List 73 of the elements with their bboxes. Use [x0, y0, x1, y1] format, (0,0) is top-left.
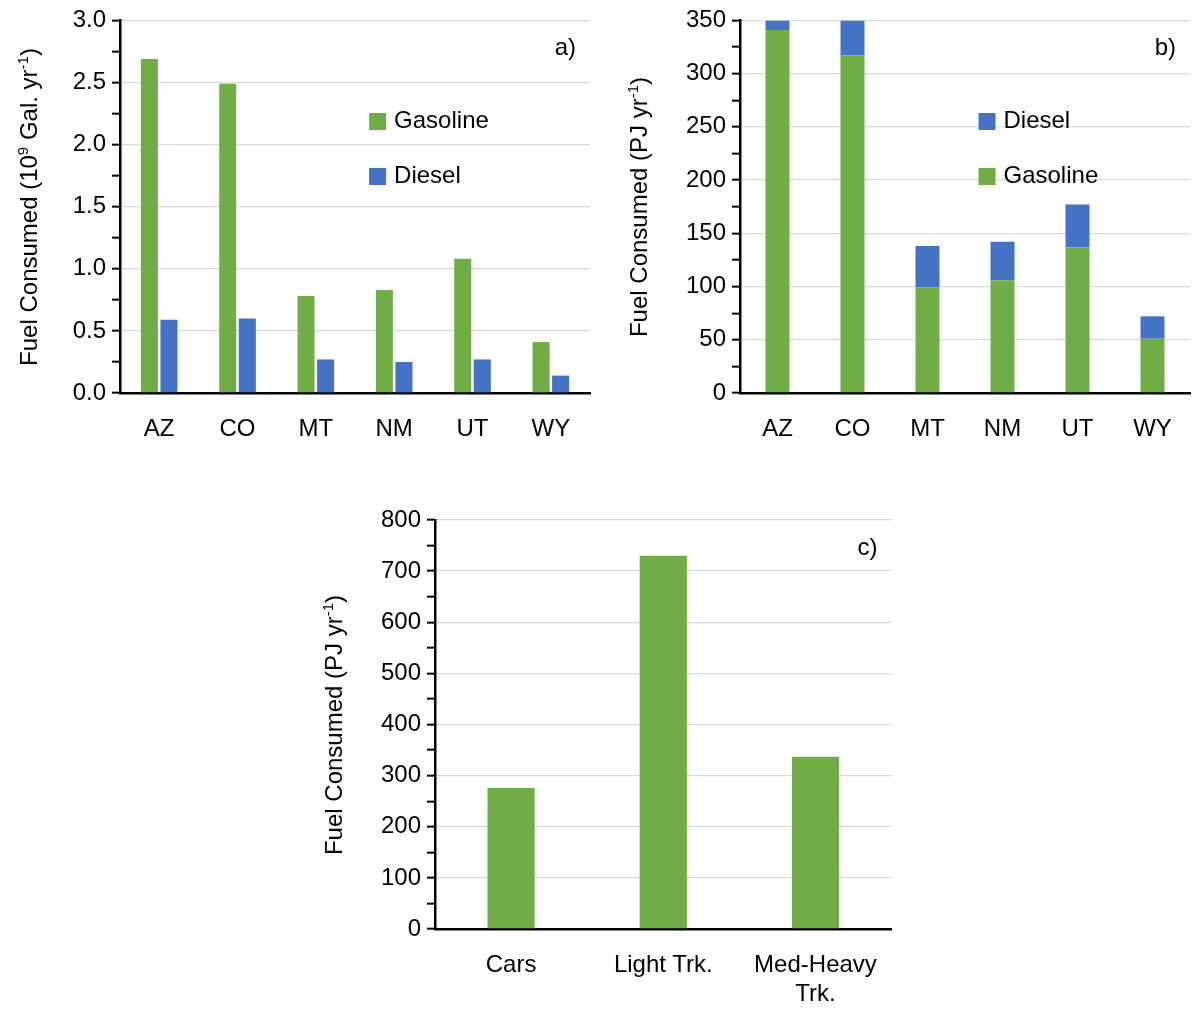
bar — [160, 319, 178, 393]
x-tick-label: MT — [910, 414, 946, 442]
y-tick-label: 0.5 — [72, 315, 106, 343]
x-tick-label: NM — [375, 414, 413, 442]
text: a) — [554, 33, 576, 61]
legend-label: Gasoline — [1003, 160, 1099, 188]
x-tick-label: AZ — [762, 414, 793, 442]
bar — [1065, 247, 1090, 393]
bar — [915, 287, 940, 393]
bar — [454, 258, 472, 393]
bar — [1140, 338, 1165, 393]
bar — [238, 318, 256, 393]
x-tick-label: WY — [1133, 414, 1172, 442]
y-tick-label: 600 — [380, 606, 421, 634]
y-tick-label: 150 — [685, 217, 726, 245]
bar — [765, 20, 790, 30]
text: c) — [857, 532, 878, 560]
bar — [375, 289, 393, 393]
x-tick-label: CO — [219, 414, 256, 442]
bar — [532, 342, 550, 393]
bar — [990, 241, 1015, 281]
x-tick-label: UT — [1061, 414, 1094, 442]
bar — [473, 359, 491, 393]
x-tick-label: Light Trk. — [613, 950, 713, 978]
x-tick-label: Cars — [485, 950, 537, 978]
y-tick-label: 200 — [380, 811, 421, 839]
x-tick-label: UT — [456, 414, 489, 442]
bar — [487, 787, 535, 929]
y-tick-label: 1.5 — [72, 191, 106, 219]
y-tick-label: 2.5 — [72, 67, 106, 95]
bar — [317, 359, 335, 393]
y-tick-label: 700 — [380, 555, 421, 583]
bar — [395, 361, 413, 393]
x-tick-label: MT — [298, 414, 334, 442]
y-tick-label: 200 — [685, 164, 726, 192]
y-tick-label: 800 — [380, 504, 421, 532]
y-tick-label: 0 — [712, 377, 726, 405]
y-tick-label: 50 — [699, 324, 726, 352]
x-tick-label: NM — [983, 414, 1022, 442]
bar — [990, 280, 1015, 393]
y-tick-label: 350 — [685, 5, 726, 33]
y-tick-label: 300 — [685, 58, 726, 86]
y-tick-label: 0.0 — [72, 377, 106, 405]
bar — [1140, 316, 1165, 339]
y-tick-label: 100 — [685, 271, 726, 299]
x-tick-label: WY — [531, 414, 571, 442]
y-tick-label: 500 — [380, 658, 421, 685]
x-tick-label: AZ — [143, 414, 175, 442]
legend-label: Diesel — [1003, 105, 1071, 133]
x-tick-label: CO — [834, 414, 871, 442]
bar — [840, 20, 865, 56]
bar — [140, 58, 158, 393]
bar — [552, 375, 570, 393]
legend-label: Gasoline — [394, 105, 489, 133]
y-tick-label: 400 — [380, 709, 421, 737]
y-tick-label: 300 — [380, 760, 421, 788]
y-tick-label: 250 — [685, 111, 726, 139]
bar — [791, 756, 840, 929]
bar — [765, 29, 790, 393]
bar — [1065, 204, 1090, 248]
y-tick-label: 100 — [380, 862, 421, 890]
bar — [297, 296, 315, 393]
legend-label: Diesel — [394, 160, 461, 188]
y-tick-label: 2.0 — [72, 129, 106, 157]
y-tick-label: 1.0 — [72, 253, 106, 281]
y-tick-label: 0 — [407, 913, 421, 941]
bar — [840, 55, 865, 393]
y-tick-label: 3.0 — [72, 5, 106, 33]
bar — [915, 246, 940, 288]
text: b) — [1154, 33, 1176, 61]
bar — [639, 555, 687, 929]
x-tick-label: Med-Heavy Trk. — [754, 950, 877, 1006]
bar — [219, 83, 237, 393]
